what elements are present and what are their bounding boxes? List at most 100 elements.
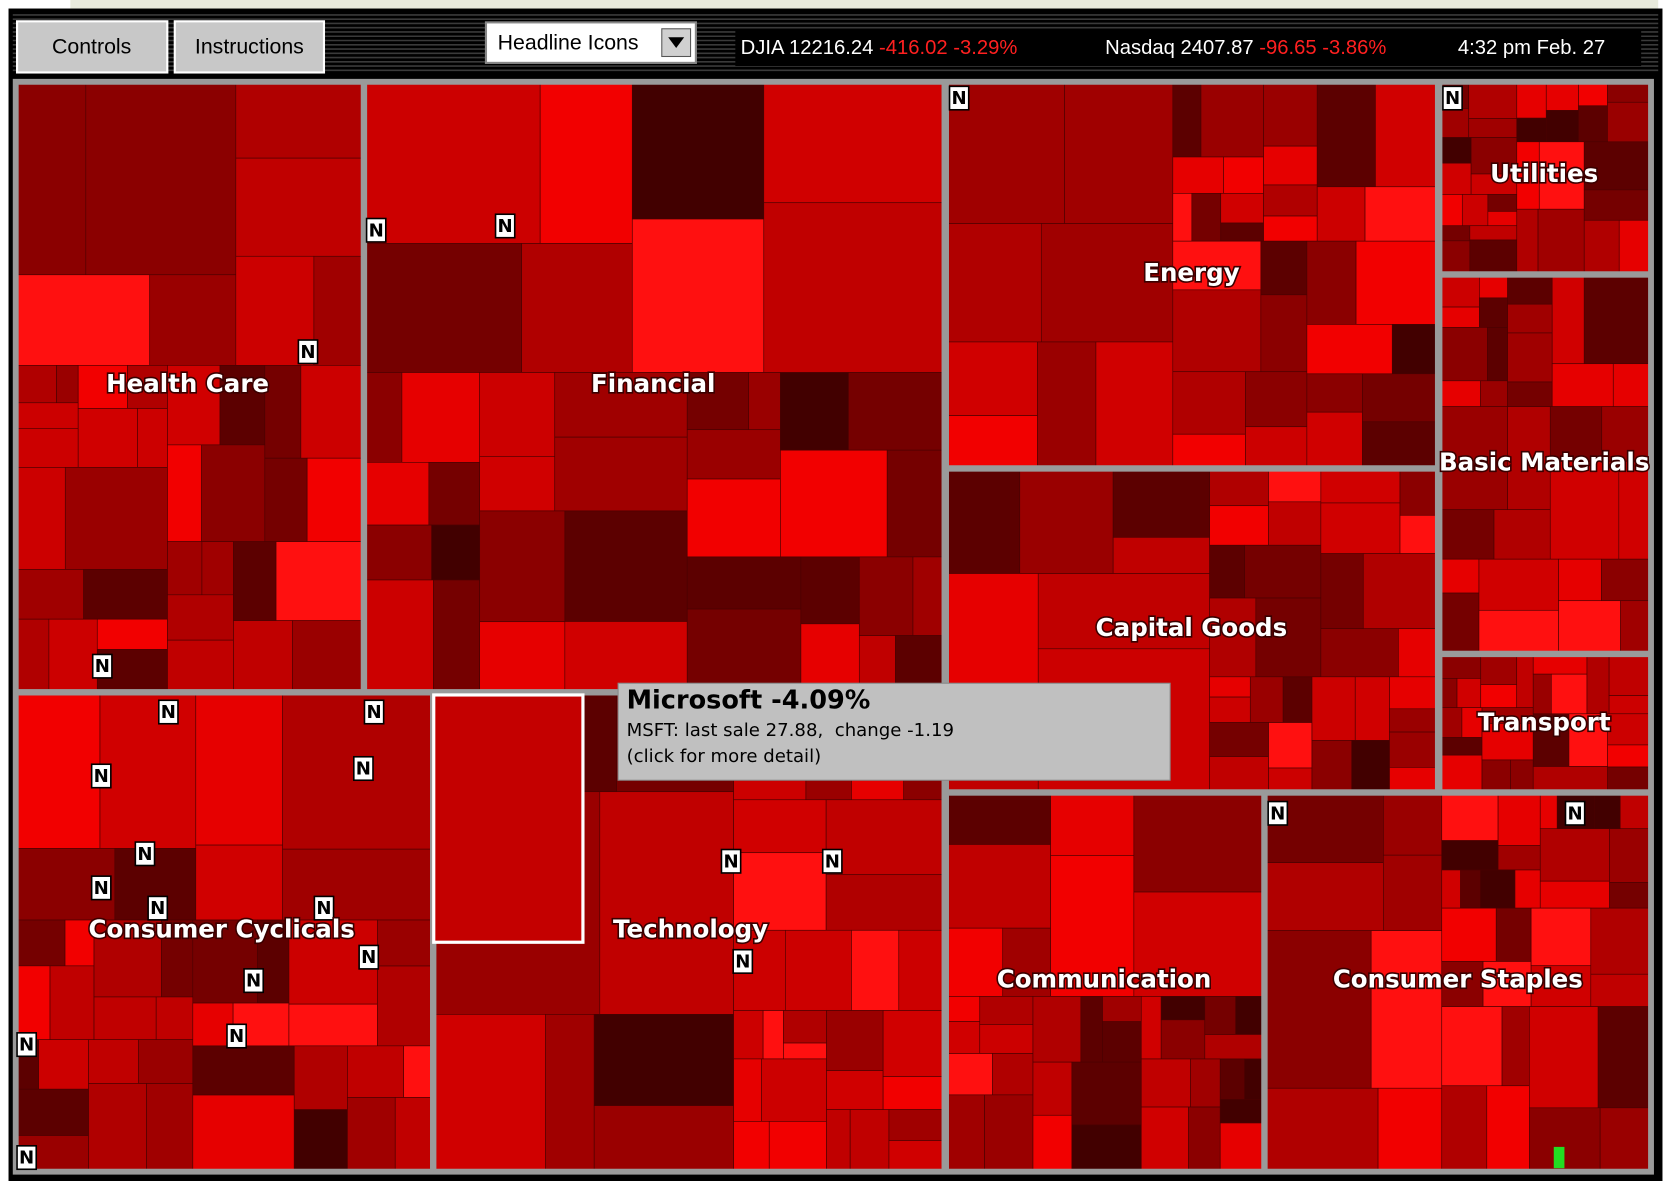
news-icon-label[interactable]: N: [246, 971, 261, 992]
gaining-stock[interactable]: [1553, 1146, 1565, 1169]
stock-cell[interactable]: [780, 449, 888, 558]
stock-cell[interactable]: [233, 620, 293, 692]
stock-cell[interactable]: [1002, 927, 1051, 997]
stock-cell[interactable]: [1209, 756, 1269, 792]
stock-cell[interactable]: [1607, 82, 1651, 103]
stock-cell[interactable]: [947, 223, 1042, 343]
stock-cell[interactable]: [1140, 1058, 1191, 1108]
instructions-button[interactable]: Instructions: [173, 20, 326, 74]
stock-cell[interactable]: [1618, 460, 1651, 560]
stock-cell[interactable]: [1539, 793, 1558, 830]
stock-cell[interactable]: [1265, 1087, 1379, 1171]
stock-cell[interactable]: [479, 621, 566, 692]
stock-cell[interactable]: [1440, 240, 1471, 274]
stock-cell[interactable]: [1493, 509, 1551, 560]
news-icon[interactable]: N: [353, 755, 374, 782]
stock-cell[interactable]: [1316, 186, 1366, 242]
highlighted-stock[interactable]: [432, 693, 585, 944]
news-icon[interactable]: N: [134, 841, 156, 867]
stock-cell[interactable]: [1223, 156, 1264, 194]
stock-cell[interactable]: [1032, 1061, 1073, 1116]
stock-cell[interactable]: [1507, 275, 1553, 305]
stock-cell[interactable]: [1480, 684, 1518, 708]
stock-cell[interactable]: [631, 82, 765, 220]
stock-cell[interactable]: [161, 919, 194, 998]
stock-cell[interactable]: [1219, 1058, 1245, 1100]
stock-cell[interactable]: [947, 1021, 981, 1054]
news-icon-label[interactable]: N: [94, 878, 109, 899]
stock-cell[interactable]: [1263, 82, 1318, 147]
stock-cell[interactable]: [564, 621, 688, 692]
stock-cell[interactable]: [479, 372, 556, 457]
stock-cell[interactable]: [1440, 225, 1471, 242]
stock-cell[interactable]: [1209, 696, 1251, 723]
controls-label[interactable]: Controls: [52, 35, 131, 59]
stock-cell[interactable]: [762, 1010, 784, 1060]
stock-cell[interactable]: [479, 456, 556, 512]
stock-cell[interactable]: [167, 444, 202, 542]
stock-cell[interactable]: [895, 635, 944, 692]
stock-cell[interactable]: [593, 1105, 734, 1171]
stock-cell[interactable]: [1282, 676, 1313, 723]
stock-cell[interactable]: [88, 1039, 139, 1084]
news-icon[interactable]: N: [1564, 800, 1586, 826]
stock-cell[interactable]: [1235, 996, 1264, 1035]
news-icon-box[interactable]: [365, 217, 387, 243]
stock-cell[interactable]: [155, 996, 194, 1040]
news-icon[interactable]: N: [720, 848, 742, 874]
stock-cell[interactable]: [825, 874, 944, 931]
stock-cell[interactable]: [16, 365, 57, 404]
stock-cell[interactable]: [1441, 869, 1461, 909]
stock-cell[interactable]: [38, 1039, 89, 1090]
stock-cell[interactable]: [16, 919, 66, 967]
stock-cell[interactable]: [1487, 327, 1508, 382]
news-icon-label[interactable]: N: [825, 851, 840, 872]
stock-cell[interactable]: [1599, 1107, 1651, 1171]
stock-cell[interactable]: [564, 510, 688, 622]
stock-cell[interactable]: [1516, 82, 1547, 119]
stock-cell[interactable]: [195, 844, 283, 921]
stock-cell[interactable]: [1362, 373, 1437, 423]
stock-cell[interactable]: [1245, 371, 1308, 428]
stock-cell[interactable]: [1320, 628, 1399, 678]
stock-cell[interactable]: [1441, 961, 1484, 1007]
stock-cell[interactable]: [1583, 219, 1620, 274]
stock-cell[interactable]: [1200, 82, 1264, 158]
news-icon[interactable]: N: [821, 848, 843, 874]
stock-cell[interactable]: [888, 1140, 944, 1171]
news-icon-label[interactable]: N: [150, 898, 165, 919]
stock-cell[interactable]: [64, 467, 168, 570]
stock-cell[interactable]: [1468, 118, 1518, 138]
stock-cell[interactable]: [1265, 862, 1384, 931]
stock-cell[interactable]: [377, 965, 432, 1047]
stock-cell[interactable]: [733, 1121, 770, 1171]
stock-cell[interactable]: [1255, 597, 1322, 678]
stock-cell[interactable]: [761, 1058, 827, 1122]
stock-cell[interactable]: [1481, 759, 1511, 792]
view-select[interactable]: Headline Icons: [484, 21, 697, 64]
stock-cell[interactable]: [686, 478, 781, 558]
stock-cell[interactable]: [1220, 222, 1264, 242]
stock-cell[interactable]: [979, 996, 1034, 1025]
stock-cell[interactable]: [1377, 1087, 1443, 1171]
stock-cell[interactable]: [733, 799, 827, 854]
stock-cell[interactable]: [282, 848, 432, 921]
stock-cell[interactable]: [1532, 766, 1608, 792]
stock-cell[interactable]: [1112, 469, 1210, 538]
stock-cell[interactable]: [365, 372, 403, 463]
stock-cell[interactable]: [780, 372, 849, 451]
stock-cell[interactable]: [1607, 713, 1651, 746]
stock-cell[interactable]: [138, 1039, 194, 1084]
stock-cell[interactable]: [800, 623, 860, 692]
view-select-label[interactable]: Headline Icons: [498, 30, 639, 54]
stock-cell[interactable]: [56, 365, 79, 404]
stock-cell[interactable]: [1389, 676, 1437, 710]
stock-cell[interactable]: [1441, 793, 1499, 841]
stock-cell[interactable]: [686, 429, 781, 480]
stock-cell[interactable]: [1160, 996, 1206, 1021]
stock-cell[interactable]: [1440, 327, 1488, 382]
stock-cell[interactable]: [539, 82, 633, 244]
stock-cell[interactable]: [1583, 275, 1651, 365]
stock-cell[interactable]: [16, 569, 84, 620]
stock-cell[interactable]: [1530, 907, 1592, 967]
